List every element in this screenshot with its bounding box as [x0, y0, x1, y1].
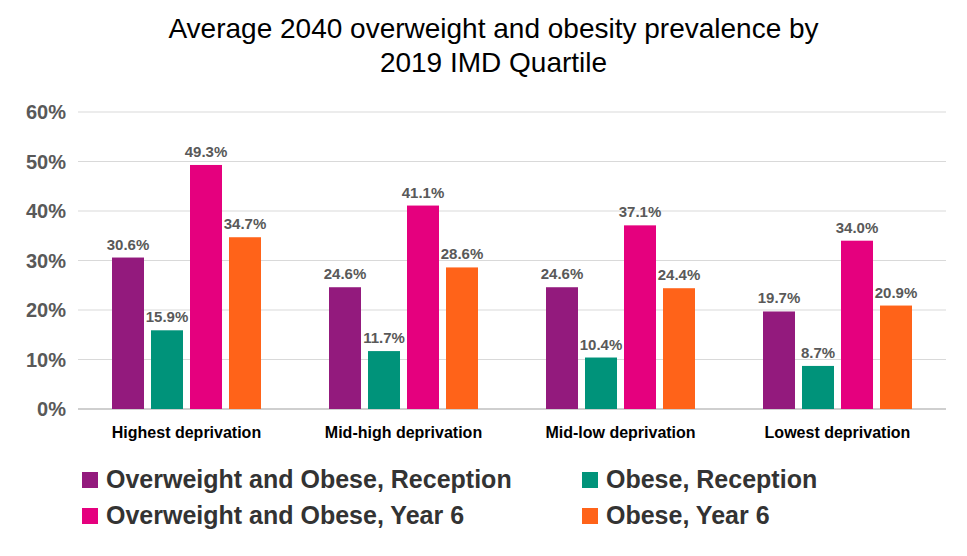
- y-tick-label: 50%: [26, 151, 66, 173]
- title-line: 2019 IMD Quartile: [380, 47, 607, 78]
- bar: [368, 351, 400, 409]
- data-label: 10.4%: [580, 336, 623, 353]
- y-tick-label: 10%: [26, 349, 66, 371]
- grid-line: [78, 112, 946, 113]
- title-line: Average 2040 overweight and obesity prev…: [168, 13, 818, 44]
- data-label: 34.7%: [224, 215, 267, 232]
- data-label: 20.9%: [875, 284, 918, 301]
- y-tick-label: 60%: [26, 101, 66, 123]
- bar: [841, 241, 873, 409]
- y-tick-label: 0%: [37, 398, 66, 420]
- x-tick-label: Mid-low deprivation: [545, 424, 695, 441]
- bar: [802, 366, 834, 409]
- bar: [190, 165, 222, 409]
- data-label: 24.6%: [324, 265, 367, 282]
- data-label: 19.7%: [758, 289, 801, 306]
- data-label: 24.4%: [658, 266, 701, 283]
- data-label: 34.0%: [836, 219, 879, 236]
- legend-label: Overweight and Obese, Reception: [106, 465, 512, 493]
- data-label: 41.1%: [402, 184, 445, 201]
- legend-swatch: [82, 472, 98, 488]
- bar: [763, 311, 795, 409]
- data-label: 8.7%: [801, 344, 835, 361]
- legend-label: Overweight and Obese, Year 6: [106, 501, 464, 529]
- legend-swatch: [582, 472, 598, 488]
- bar: [880, 306, 912, 409]
- grid-line: [78, 161, 946, 162]
- bar: [546, 287, 578, 409]
- legend-label: Obese, Reception: [606, 465, 817, 493]
- bar: [329, 287, 361, 409]
- data-label: 30.6%: [107, 236, 150, 253]
- data-label: 28.6%: [441, 245, 484, 262]
- bar: [151, 330, 183, 409]
- legend-swatch: [82, 508, 98, 524]
- y-tick-label: 30%: [26, 250, 66, 272]
- data-labels: 30.6% 15.9% 49.3% 34.7% 24.6% 11.7% 41.1% 28.6%…: [107, 143, 918, 361]
- title: Average 2040 overweight and obesity prev…: [168, 13, 818, 78]
- data-label: 15.9%: [146, 308, 189, 325]
- y-tick-label: 40%: [26, 200, 66, 222]
- x-tick-label: Mid-high deprivation: [325, 424, 482, 441]
- bar: [585, 358, 617, 409]
- bar: [446, 267, 478, 409]
- chart: Average 2040 overweight and obesity prev…: [0, 0, 967, 556]
- data-label: 49.3%: [185, 143, 228, 160]
- legend: Overweight and Obese, Reception Obese, Re…: [82, 465, 817, 529]
- grid: [78, 112, 946, 409]
- y-tick-label: 20%: [26, 299, 66, 321]
- bar: [112, 258, 144, 409]
- bar: [663, 288, 695, 409]
- data-label: 11.7%: [363, 329, 405, 346]
- bar: [624, 225, 656, 409]
- bar: [229, 237, 261, 409]
- data-label: 24.6%: [541, 265, 584, 282]
- bars: [112, 165, 912, 409]
- x-tick-label: Highest deprivation: [112, 424, 261, 441]
- data-label: 37.1%: [619, 203, 662, 220]
- legend-swatch: [582, 508, 598, 524]
- legend-label: Obese, Year 6: [606, 501, 770, 529]
- x-tick-label: Lowest deprivation: [765, 424, 911, 441]
- bar: [407, 206, 439, 409]
